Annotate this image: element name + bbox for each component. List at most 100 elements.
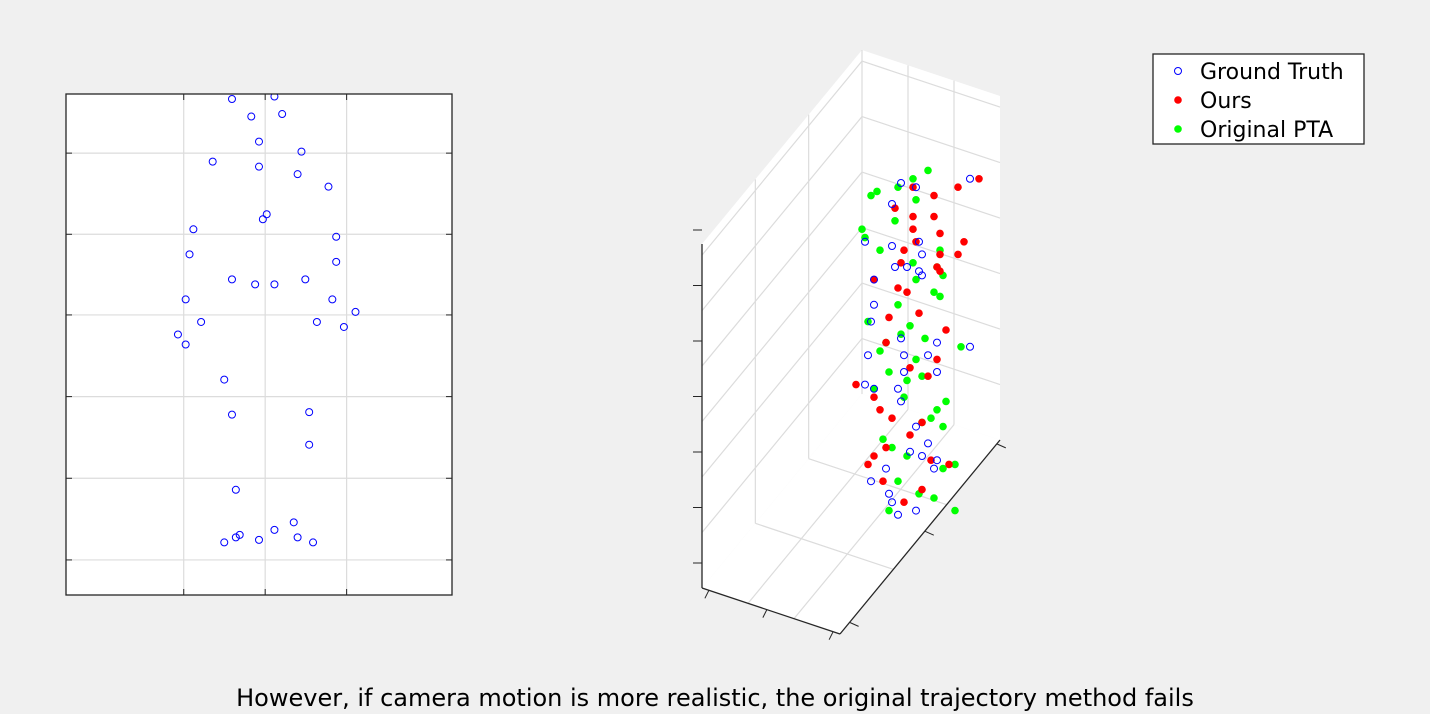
- data-point-ground-truth: [885, 489, 893, 498]
- legend-label: Original PTA: [1200, 118, 1333, 143]
- data-point-ground-truth: [181, 340, 190, 349]
- data-point-ground-truth: [227, 410, 236, 419]
- data-point-ground-truth: [312, 317, 321, 326]
- data-point-ours: [882, 443, 890, 452]
- data-point-ours: [876, 406, 884, 414]
- data-point-original-pta: [858, 225, 866, 233]
- data-point-ours: [918, 418, 926, 427]
- data-point-ground-truth: [270, 525, 279, 534]
- legend-box: [1152, 53, 1365, 145]
- data-point-ours: [909, 225, 917, 233]
- data-point-original-pta: [894, 301, 902, 309]
- gridline-3d: [701, 337, 1001, 533]
- data-point-ground-truth: [864, 351, 872, 360]
- data-point-original-pta: [930, 288, 938, 297]
- data-point-ours: [906, 364, 914, 372]
- data-point-ground-truth: [903, 263, 911, 271]
- data-point-ours: [906, 431, 914, 439]
- data-point-original-pta: [921, 334, 929, 343]
- data-point-original-pta: [870, 385, 878, 393]
- data-point-ground-truth: [309, 538, 318, 547]
- data-point-original-pta: [951, 460, 959, 469]
- data-point-ground-truth: [966, 174, 974, 183]
- data-point-ground-truth: [220, 538, 229, 547]
- data-point-original-pta: [903, 452, 911, 460]
- data-point-ground-truth: [918, 250, 926, 259]
- data-point-ground-truth: [870, 275, 878, 284]
- data-point-ours: [879, 477, 887, 486]
- data-point-original-pta: [894, 183, 902, 191]
- data-point-ground-truth: [328, 295, 337, 304]
- data-point-original-pta: [936, 292, 944, 301]
- data-point-original-pta: [927, 414, 935, 423]
- data-point-ground-truth: [332, 232, 341, 241]
- data-point-ground-truth: [966, 342, 974, 351]
- data-point-ours: [870, 275, 878, 284]
- data-point-ground-truth: [867, 477, 875, 486]
- data-point-original-pta: [912, 275, 920, 284]
- data-point-original-pta: [879, 435, 887, 444]
- data-point-ours: [927, 456, 935, 465]
- data-point-ours: [888, 414, 896, 423]
- series-ground-truth: [861, 174, 974, 519]
- y-tick-3d: [924, 530, 935, 536]
- series-ours: [852, 175, 983, 507]
- data-point-ground-truth: [897, 179, 905, 187]
- data-point-ground-truth: [918, 271, 926, 280]
- data-point-ours: [942, 326, 950, 334]
- data-point-ours: [930, 191, 938, 200]
- data-point-ground-truth: [867, 317, 875, 326]
- data-point-ground-truth: [220, 375, 229, 384]
- data-point-ground-truth: [930, 464, 938, 473]
- data-point-original-pta: [942, 397, 950, 406]
- data-point-original-pta: [891, 217, 899, 225]
- data-point-ours: [960, 238, 968, 246]
- data-point-ground-truth: [255, 535, 263, 544]
- data-point-ours: [903, 288, 911, 297]
- data-point-original-pta: [885, 506, 893, 515]
- data-point-ground-truth: [185, 250, 194, 259]
- data-point-original-pta: [861, 233, 869, 242]
- data-point-ours: [936, 250, 944, 259]
- gridline-3d: [793, 424, 955, 620]
- data-point-ours: [909, 212, 917, 221]
- data-point-original-pta: [894, 477, 902, 486]
- data-point-ground-truth: [255, 137, 263, 146]
- data-point-ground-truth: [251, 280, 260, 289]
- data-point-original-pta: [909, 175, 917, 183]
- figure-caption: However, if camera motion is more realis…: [236, 684, 1194, 712]
- data-point-ground-truth: [339, 322, 348, 331]
- data-point-ground-truth: [197, 317, 206, 326]
- data-point-ground-truth: [262, 210, 271, 219]
- gridline-3d: [701, 282, 1001, 478]
- data-point-ground-truth: [351, 307, 360, 316]
- data-point-original-pta: [906, 322, 914, 330]
- data-point-ours: [930, 212, 938, 221]
- x-tick-3d: [762, 609, 768, 618]
- data-point-ground-truth: [894, 510, 902, 519]
- gridline-3d: [701, 115, 1001, 311]
- data-point-ours: [900, 246, 908, 254]
- gridline-3d: [755, 522, 894, 570]
- data-point-ground-truth: [882, 464, 890, 473]
- data-point-ground-truth: [305, 408, 314, 417]
- data-point-ground-truth: [933, 368, 941, 376]
- data-point-ours: [918, 485, 926, 494]
- data-point-ground-truth: [289, 518, 298, 527]
- data-point-original-pta: [867, 191, 875, 200]
- data-point-ground-truth: [293, 533, 302, 542]
- data-point-original-pta: [912, 355, 920, 364]
- data-point-ground-truth: [231, 533, 240, 542]
- data-point-ground-truth: [270, 94, 279, 101]
- data-point-ground-truth: [255, 162, 263, 171]
- data-point-ours: [894, 284, 902, 292]
- data-point-ground-truth: [906, 447, 914, 456]
- data-point-original-pta: [939, 422, 947, 431]
- data-point-ground-truth: [861, 237, 869, 246]
- data-point-original-pta: [873, 187, 881, 196]
- data-point-original-pta: [951, 506, 959, 515]
- y-tick-3d: [849, 621, 859, 627]
- data-point-ours: [975, 175, 983, 183]
- data-point-ours: [900, 498, 908, 507]
